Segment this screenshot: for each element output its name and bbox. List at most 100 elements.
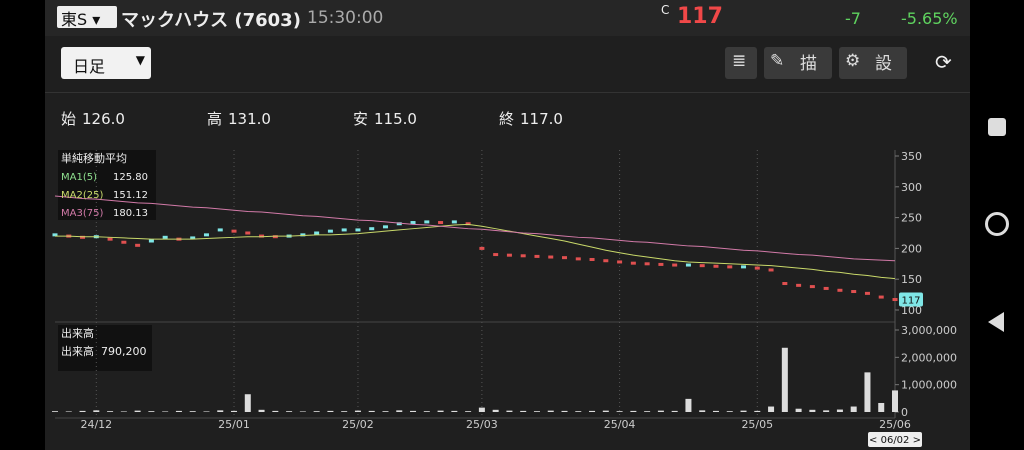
back-button[interactable] [988, 312, 1004, 332]
candle [135, 243, 141, 247]
ohlc-label: 始 [61, 110, 77, 128]
volume-bar [203, 411, 210, 412]
y-tick-label: 150 [901, 273, 922, 286]
ohlc-value: 126.0 [82, 110, 125, 128]
settings-label: 設定 [875, 54, 892, 74]
candle [534, 254, 540, 258]
volume-bar [823, 410, 830, 412]
volume-bar [396, 410, 403, 412]
legend-name: MA2(25) [61, 190, 103, 201]
volume-bar [685, 398, 692, 412]
volume-bar [699, 410, 706, 412]
volume-bar [162, 411, 169, 412]
volume-bar [547, 410, 554, 412]
candle [300, 233, 306, 237]
market: 東S [61, 10, 88, 29]
volume-bar [506, 410, 513, 412]
candle [382, 225, 388, 229]
volume-bar [52, 411, 58, 412]
volume-bar [644, 411, 651, 412]
volume-box [58, 325, 152, 371]
candle [231, 229, 237, 233]
period: 日足 [73, 57, 106, 76]
candle [562, 256, 568, 260]
settings-button[interactable]: ⚙設定 [839, 47, 907, 79]
volume-bar [878, 402, 885, 412]
ohlc-value: 131.0 [228, 110, 271, 128]
y-tick-label: 250 [901, 212, 922, 225]
volume-bar [630, 410, 637, 412]
x-tick-label: 25/05 [741, 418, 773, 431]
volume-bar [892, 390, 898, 412]
volume-bar [616, 411, 623, 412]
volume-bar [740, 410, 747, 412]
cursor-date-box [868, 432, 922, 447]
volume-bar [189, 411, 196, 412]
volume-bar [768, 406, 775, 412]
ohlc-label: 終 [499, 110, 515, 128]
c-mark: C [661, 3, 670, 17]
indicator-button[interactable]: ≣ [725, 47, 757, 79]
volume-value: 790,200 [101, 345, 147, 358]
volume-bar [451, 410, 458, 412]
x-tick-label: 25/03 [466, 418, 498, 431]
refresh-button[interactable]: ⟳ [935, 50, 952, 74]
candle [630, 261, 636, 265]
volume-bar [712, 410, 719, 412]
candle [809, 285, 815, 289]
y-tick-label: 1,000,000 [901, 379, 957, 392]
volume-bar [726, 411, 733, 412]
volume-bar [244, 394, 251, 412]
ohlc-row: 始 126.0 高 131.0 安 115.0 終 117.0 [61, 108, 645, 129]
candle [479, 246, 485, 250]
candle [699, 264, 705, 268]
ma-line [54, 195, 896, 262]
x-tick-label: 25/02 [342, 418, 374, 431]
candle [713, 264, 719, 268]
candle [493, 253, 499, 257]
candle [148, 239, 154, 243]
candle [121, 240, 127, 244]
volume-bar [533, 411, 540, 412]
price: 117 [677, 4, 723, 29]
volume-bar [93, 410, 100, 412]
home-button[interactable] [985, 212, 1009, 236]
candle [369, 227, 375, 231]
candle [589, 257, 595, 261]
legend-box [58, 150, 156, 220]
market-select[interactable]: 東S ▾ [57, 6, 117, 29]
candle [782, 282, 788, 286]
candle [396, 222, 402, 226]
volume-bar [175, 410, 182, 412]
candle [327, 229, 333, 233]
y-tick-label: 100 [901, 304, 922, 317]
volume-value-title: 出来高 [61, 344, 94, 358]
android-nav [970, 0, 1024, 450]
volume-bar [423, 411, 430, 412]
recent-button[interactable] [988, 118, 1006, 136]
volume-bar [561, 410, 568, 412]
ohlc-item: 高 131.0 [207, 108, 353, 129]
candle [548, 255, 554, 259]
volume-bar [754, 410, 761, 412]
volume-bar [437, 410, 444, 412]
candle [341, 228, 347, 232]
volume-bar [272, 410, 279, 412]
period-select[interactable]: 日足 ▼ [61, 47, 151, 79]
ohlc-value: 117.0 [520, 110, 563, 128]
candle [410, 221, 416, 225]
ohlc-item: 始 126.0 [61, 108, 207, 129]
candle [451, 220, 457, 224]
x-tick-label: 25/06 [879, 418, 911, 431]
ohlc-label: 安 [353, 110, 369, 128]
time: 15:30:00 [307, 8, 384, 28]
y-tick-label: 300 [901, 181, 922, 194]
candle [272, 235, 278, 239]
volume-bar [327, 410, 334, 412]
draw-button[interactable]: ✎描画 [764, 47, 832, 79]
volume-bar [589, 410, 596, 412]
volume-bar [341, 411, 348, 412]
price-tag [899, 292, 923, 307]
candle [892, 298, 898, 302]
